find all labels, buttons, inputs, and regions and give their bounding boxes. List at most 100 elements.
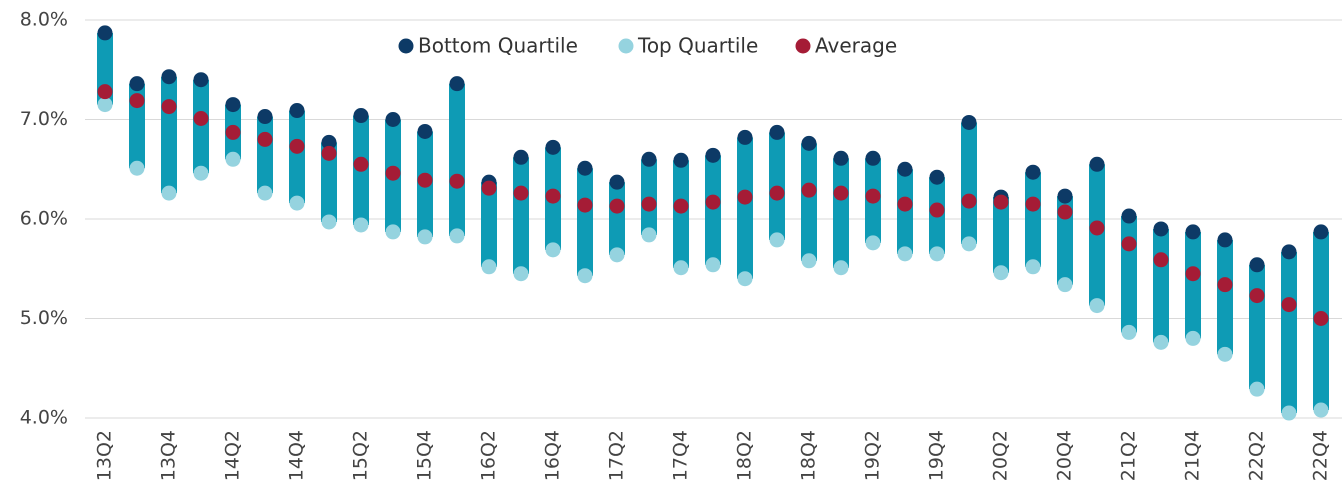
point-1 [513,266,529,282]
point-2 [1025,196,1041,212]
x-tick-label: 15Q2 [350,430,372,481]
point-2 [769,185,785,201]
x-tick-label: 22Q4 [1310,430,1332,481]
point-0 [641,151,657,167]
point-0 [449,76,465,92]
range-bar [321,142,337,222]
range-bar [801,143,817,261]
point-1 [769,232,785,248]
point-2 [193,111,209,127]
point-2 [449,173,465,189]
point-1 [993,265,1009,281]
point-0 [1025,164,1041,180]
range-bar [1185,231,1201,339]
point-0 [1313,224,1329,240]
point-1 [417,229,433,245]
point-2 [1185,266,1201,282]
point-1 [1121,324,1137,340]
range-bar [961,122,977,244]
point-2 [161,99,177,115]
y-tick-label: 5.0% [20,307,68,329]
range-bar [673,160,689,268]
point-1 [449,228,465,244]
range-bar [481,182,497,267]
point-1 [737,271,753,287]
point-0 [353,108,369,124]
point-1 [641,227,657,243]
point-2 [577,197,593,213]
point-1 [481,259,497,275]
point-2 [257,131,273,147]
point-0 [577,160,593,176]
point-0 [673,152,689,168]
point-2 [993,194,1009,210]
point-2 [1249,288,1265,304]
y-tick-label: 4.0% [20,407,68,429]
range-bar [1025,172,1041,267]
point-2 [737,189,753,205]
point-1 [353,217,369,233]
x-tick-label: 20Q4 [1054,430,1076,481]
point-0 [1185,224,1201,240]
y-tick-label: 8.0% [20,9,68,31]
x-tick-label: 19Q4 [926,430,948,481]
point-1 [1185,330,1201,346]
x-tick-label: 18Q4 [798,430,820,481]
point-2 [897,196,913,212]
point-1 [577,268,593,284]
point-0 [1281,244,1297,260]
point-2 [929,202,945,218]
range-bar [1281,251,1297,414]
x-tick-label: 14Q4 [286,430,308,481]
point-1 [385,224,401,240]
range-bar [449,83,465,236]
point-2 [513,185,529,201]
x-tick-label: 17Q2 [606,430,628,481]
point-1 [801,253,817,269]
point-0 [833,150,849,166]
point-1 [1281,405,1297,421]
point-0 [1121,208,1137,224]
point-2 [481,180,497,196]
point-2 [225,124,241,140]
point-1 [193,165,209,181]
point-1 [289,195,305,211]
point-0 [321,134,337,150]
range-bar [513,157,529,274]
point-1 [1217,346,1233,362]
point-2 [673,198,689,214]
y-tick-label: 7.0% [20,108,68,130]
range-bar [993,197,1009,273]
x-tick-label: 15Q4 [414,430,436,481]
range-bar [257,116,273,194]
x-tick-label: 16Q4 [542,430,564,481]
point-2 [385,165,401,181]
point-2 [801,182,817,198]
point-0 [1057,188,1073,204]
range-bar [193,79,209,174]
range-bar [1121,216,1137,333]
point-1 [545,242,561,258]
range-bar [609,182,625,255]
point-1 [129,160,145,176]
range-bar [737,137,753,279]
x-tick-label: 21Q4 [1182,430,1204,481]
point-1 [673,260,689,276]
point-1 [1249,381,1265,397]
point-2 [289,138,305,154]
legend-label: Average [815,34,897,58]
point-2 [321,145,337,161]
point-0 [129,76,145,92]
point-0 [929,169,945,185]
x-tick-label: 22Q2 [1246,430,1268,481]
point-0 [1249,257,1265,273]
point-1 [865,235,881,251]
point-2 [865,188,881,204]
point-1 [609,247,625,263]
range-bar [577,168,593,276]
point-2 [1153,252,1169,268]
point-1 [1313,402,1329,418]
point-2 [1281,297,1297,313]
point-0 [97,25,113,41]
